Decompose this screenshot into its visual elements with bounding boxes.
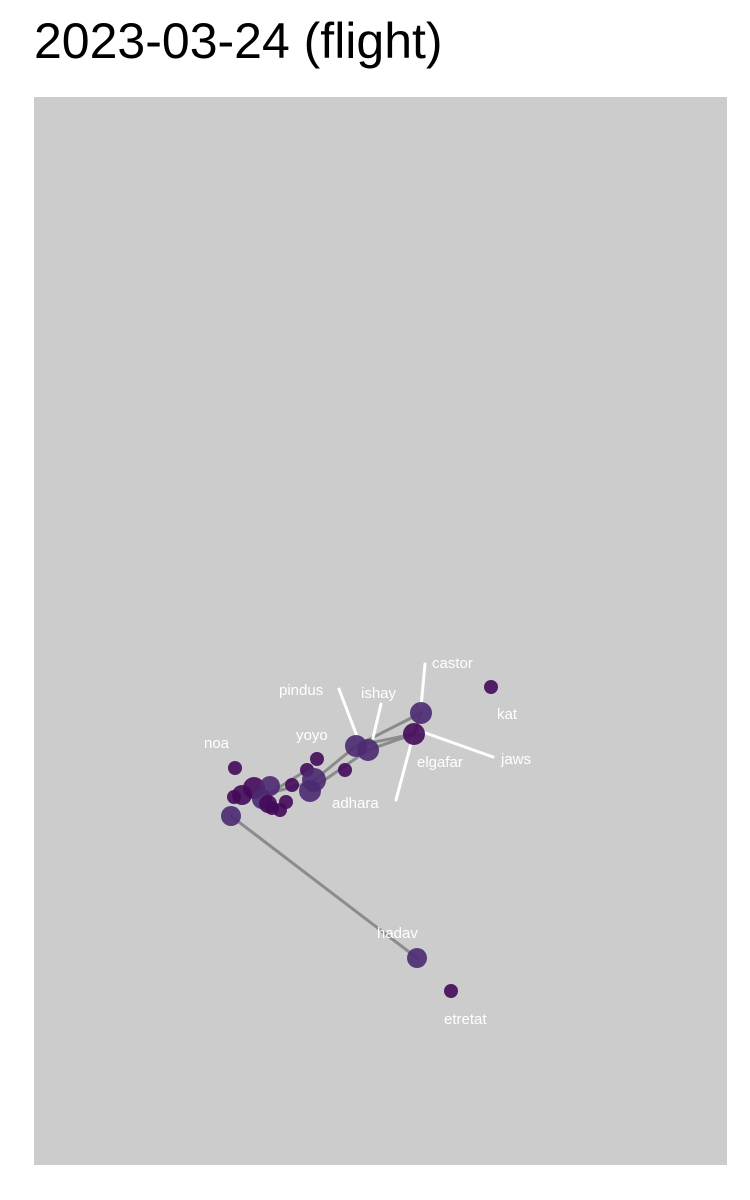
node-yoyo bbox=[310, 752, 324, 766]
node-castor bbox=[410, 702, 432, 724]
node-noa bbox=[228, 761, 242, 775]
label-hadav: hadav bbox=[377, 925, 418, 942]
label-yoyo: yoyo bbox=[296, 727, 328, 744]
node-labels: castor kat pindus ishay yoyo noa jaws el… bbox=[204, 655, 531, 1028]
node bbox=[259, 795, 277, 813]
leader-lines bbox=[337, 662, 495, 802]
label-castor: castor bbox=[432, 655, 473, 672]
leader-pindus bbox=[337, 687, 360, 741]
label-etretat: etretat bbox=[444, 1011, 487, 1028]
label-elgafar: elgafar bbox=[417, 754, 463, 771]
label-ishay: ishay bbox=[361, 685, 397, 702]
node-pindus bbox=[345, 735, 367, 757]
edge bbox=[229, 814, 419, 960]
label-adhara: adhara bbox=[332, 795, 379, 812]
node-kat bbox=[484, 680, 498, 694]
label-kat: kat bbox=[497, 706, 518, 723]
leader-ishay bbox=[371, 702, 383, 740]
node-etretat bbox=[444, 984, 458, 998]
node bbox=[338, 763, 352, 777]
leader-castor bbox=[419, 662, 427, 709]
nodes bbox=[221, 680, 498, 998]
plot-panel bbox=[34, 97, 727, 1165]
leader-jaws bbox=[418, 729, 495, 759]
node bbox=[299, 780, 321, 802]
label-pindus: pindus bbox=[279, 682, 323, 699]
node bbox=[221, 806, 241, 826]
label-noa: noa bbox=[204, 735, 230, 752]
label-jaws: jaws bbox=[500, 751, 531, 768]
chart-title: 2023-03-24 (flight) bbox=[34, 13, 443, 69]
node-elgafar bbox=[403, 723, 425, 745]
node-hadav bbox=[407, 948, 427, 968]
node bbox=[285, 778, 299, 792]
leader-adhara bbox=[394, 738, 414, 802]
node bbox=[227, 790, 241, 804]
